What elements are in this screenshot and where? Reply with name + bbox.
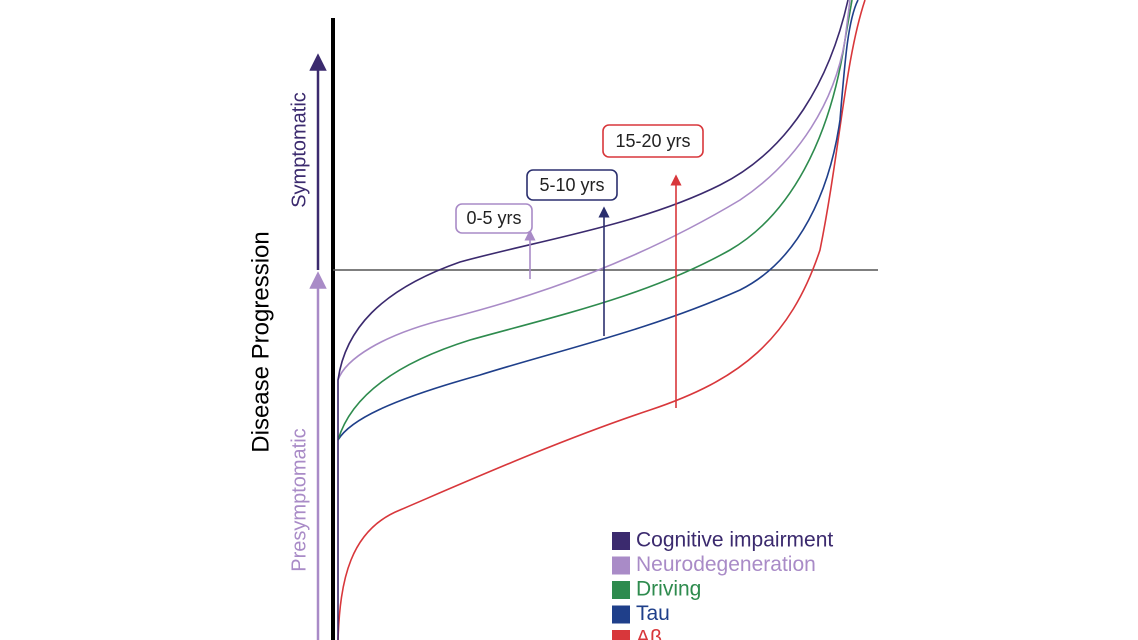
tau-curve — [337, 0, 859, 441]
stage-label: Presymptomatic — [288, 428, 310, 571]
interval-box — [455, 203, 533, 234]
legend-swatch — [612, 605, 630, 624]
interval-box — [602, 124, 704, 158]
legend-swatch — [612, 581, 630, 599]
interval-label: 5-10 yrs — [539, 175, 604, 195]
interval-label: 0-5 yrs — [466, 208, 521, 228]
legend-label: Tau — [636, 602, 670, 625]
legend-label: Driving — [636, 578, 701, 601]
legend-label: Aβ — [636, 627, 662, 640]
legend-label: Neurodegeneration — [636, 553, 816, 576]
axis-label: Disease Progression — [247, 231, 274, 452]
legend: Cognitive impairmentNeurodegenerationDri… — [612, 529, 833, 640]
cognitive-curve — [337, 0, 849, 640]
legend-swatch — [612, 630, 630, 640]
stage-label: Symptomatic — [288, 92, 310, 208]
abeta-curve — [337, 0, 866, 640]
driving-curve — [337, 0, 853, 441]
interval-box — [526, 169, 618, 201]
interval-label: 15-20 yrs — [615, 131, 690, 151]
neurodegeneration-curve — [337, 0, 851, 381]
legend-swatch — [612, 532, 630, 550]
legend-swatch — [612, 556, 630, 575]
legend-label: Cognitive impairment — [636, 529, 833, 552]
